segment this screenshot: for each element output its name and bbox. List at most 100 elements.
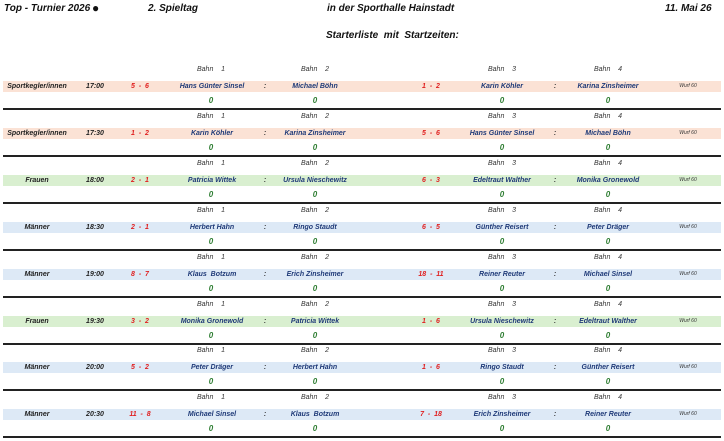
bowling-icon: ●	[92, 1, 100, 15]
lane-label: Bahn 3	[487, 159, 517, 167]
score-left: 11 - 8	[129, 411, 151, 419]
lane-label: Bahn 4	[593, 347, 623, 355]
lane-label: Bahn 2	[300, 347, 330, 355]
wurf-label: Wurf 60	[679, 317, 697, 324]
lane-label: Bahn 1	[196, 300, 226, 308]
lane-result: 0	[312, 330, 318, 340]
lane-label: Bahn 4	[593, 112, 623, 120]
lane-result: 0	[499, 330, 505, 340]
lane-label: Bahn 2	[300, 206, 330, 214]
date-label: 11. Mai 26	[665, 3, 712, 14]
category-cell: Männer	[24, 411, 50, 419]
separator: :	[553, 364, 557, 372]
match-block: Bahn 1 Bahn 2 Bahn 3 Bahn 4 Männer 18:30 2 - 1…	[0, 205, 724, 252]
lane-label: Bahn 4	[593, 159, 623, 167]
wurf-label: Wurf 60	[679, 364, 697, 371]
match-block: Bahn 1 Bahn 2 Bahn 3 Bahn 4 Frauen 19:30 3 - 2…	[0, 299, 724, 346]
lane-label: Bahn 4	[593, 253, 623, 261]
lane-result: 0	[499, 189, 505, 199]
player-4: Günther Reisert	[581, 364, 635, 372]
lane-label: Bahn 1	[196, 394, 226, 402]
player-2: Klaus Botzum	[290, 411, 340, 419]
separator: :	[263, 83, 267, 90]
player-1: Monika Gronewold	[180, 317, 244, 325]
lane-result: 0	[605, 142, 611, 152]
lane-result: 0	[208, 96, 214, 105]
lane-label: Bahn 4	[593, 206, 623, 214]
score-left: 5 - 2	[131, 364, 149, 372]
lane-label: Bahn 1	[196, 66, 226, 73]
lane-result: 0	[208, 377, 214, 387]
lane-result: 0	[605, 283, 611, 293]
lane-result: 0	[208, 283, 214, 293]
player-3: Ringo Staudt	[480, 364, 524, 372]
lane-result: 0	[499, 283, 505, 293]
wurf-label: Wurf 60	[679, 411, 697, 418]
score-right: 1 - 2	[422, 83, 440, 90]
lane-result: 0	[605, 424, 611, 434]
score-right: 6 - 3	[422, 176, 440, 184]
player-3: Edeltraut Walther	[473, 176, 531, 184]
match-row: Männer 18:30 2 - 1 Herbert Hahn: Ringo Staud…	[3, 221, 721, 233]
player-3: Ursula Nieschewitz	[470, 317, 534, 325]
category-cell: Sportkegler/innen	[7, 129, 67, 137]
time-cell: 19:00	[86, 270, 104, 278]
category-cell: Männer	[24, 270, 50, 278]
wurf-label: Wurf 60	[679, 176, 697, 183]
score-right: 1 - 6	[422, 317, 440, 325]
player-1: Michael Sinsel	[187, 411, 237, 419]
time-cell: 17:00	[86, 83, 104, 90]
lane-result: 0	[312, 189, 318, 199]
player-4: Peter Dräger	[586, 223, 630, 231]
match-row: Männer 20:00 5 - 2 Peter Dräger: Herbert Hah…	[3, 362, 721, 374]
lane-label: Bahn 3	[487, 206, 517, 214]
wurf-label: Wurf 60	[679, 129, 697, 136]
player-2: Herbert Hahn	[292, 364, 338, 372]
lane-result: 0	[312, 236, 318, 246]
separator: :	[263, 129, 267, 137]
lane-label: Bahn 4	[593, 300, 623, 308]
lane-result: 0	[208, 142, 214, 152]
player-2: Erich Zinsheimer	[286, 270, 344, 278]
lane-result: 0	[208, 424, 214, 434]
lane-label: Bahn 3	[487, 253, 517, 261]
player-4: Michael Böhn	[585, 129, 631, 137]
lane-label: Bahn 4	[593, 394, 623, 402]
player-2: Patricia Wittek	[290, 317, 340, 325]
player-3: Erich Zinsheimer	[473, 411, 531, 419]
player-3: Karin Köhler	[480, 83, 523, 90]
match-block: Bahn 1 Bahn 2 Bahn 3 Bahn 4 Männer 20:00 5 - 2…	[0, 345, 724, 392]
separator: :	[553, 176, 557, 184]
subtitle: Starterliste mit Startzeiten:	[326, 30, 459, 41]
lane-result: 0	[208, 330, 214, 340]
separator: :	[263, 317, 267, 325]
separator: :	[553, 270, 557, 278]
lane-result: 0	[605, 236, 611, 246]
lane-result: 0	[605, 96, 611, 105]
lane-label: Bahn 2	[300, 112, 330, 120]
category-cell: Sportkegler/innen	[7, 83, 67, 90]
separator: :	[263, 411, 267, 419]
lane-result: 0	[312, 424, 318, 434]
score-left: 3 - 2	[131, 317, 149, 325]
match-block: Bahn 1 Bahn 2 Bahn 3 Bahn 4 Männer 19:00 8 - 7…	[0, 252, 724, 299]
match-block: Bahn 1 Bahn 2 Bahn 3 Bahn 4 Sportkegler/inne…	[0, 64, 724, 111]
block-divider	[3, 154, 721, 157]
lane-label: Bahn 2	[300, 253, 330, 261]
score-right: 5 - 6	[422, 129, 440, 137]
lane-label: Bahn 3	[487, 112, 517, 120]
player-1: Hans Günter Sinsel	[179, 83, 245, 90]
score-right: 1 - 6	[422, 364, 440, 372]
score-left: 8 - 7	[131, 270, 149, 278]
time-cell: 17:30	[86, 129, 104, 137]
lane-label: Bahn 2	[300, 159, 330, 167]
category-cell: Frauen	[25, 176, 49, 184]
venue-label: in der Sporthalle Hainstadt	[327, 3, 455, 14]
player-4: Karina Zinsheimer	[577, 83, 639, 90]
player-1: Patricia Wittek	[187, 176, 237, 184]
block-divider	[3, 342, 721, 345]
player-1: Klaus Botzum	[187, 270, 237, 278]
lane-result: 0	[499, 424, 505, 434]
player-4: Edeltraut Walther	[579, 317, 637, 325]
